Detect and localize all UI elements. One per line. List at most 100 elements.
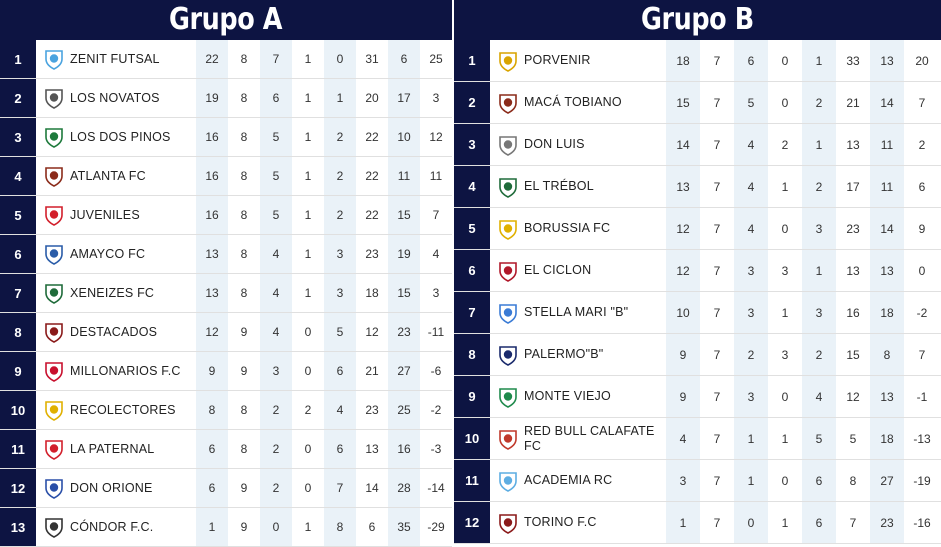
won-cell: 4 — [260, 313, 292, 351]
team-cell: LOS DOS PINOS — [36, 118, 196, 156]
team-name: ACADEMIA RC — [524, 473, 613, 487]
lost-cell: 4 — [324, 391, 356, 429]
table-row[interactable]: 4 EL TRÉBOL 13 7 4 1 2 17 11 6 — [454, 166, 941, 208]
team-cell: MONTE VIEJO — [490, 376, 666, 417]
played-cell: 7 — [713, 221, 721, 236]
points-cell: 10 — [666, 292, 700, 333]
team-logo-icon — [496, 343, 520, 367]
table-row[interactable]: 12 DON ORIONE 6 9 2 0 7 14 28 -14 — [0, 469, 452, 508]
points-cell: 4 — [666, 418, 700, 459]
won-cell: 3 — [734, 250, 768, 291]
table-row[interactable]: 7 XENEIZES FC 13 8 4 1 3 18 15 3 — [0, 274, 452, 313]
table-row[interactable]: 10 RED BULL CALAFATE FC 4 7 1 1 5 5 18 -13 — [454, 418, 941, 460]
goals-against-cell: 11 — [870, 124, 904, 165]
goals-for-cell: 14 — [365, 481, 379, 495]
lost-cell: 3 — [324, 235, 356, 273]
drawn-cell: 2 — [781, 137, 789, 152]
team-name: DON ORIONE — [70, 480, 153, 495]
table-row[interactable]: 7 STELLA MARI "B" 10 7 3 1 3 16 18 -2 — [454, 292, 941, 334]
played-cell: 7 — [713, 95, 721, 110]
table-row[interactable]: 8 DESTACADOS 12 9 4 0 5 12 23 -11 — [0, 313, 452, 352]
goal-difference-cell: 3 — [432, 91, 440, 105]
points-cell: 12 — [666, 208, 700, 249]
table-row[interactable]: 6 AMAYCO FC 13 8 4 1 3 23 19 4 — [0, 235, 452, 274]
team-logo-icon — [496, 469, 520, 493]
team-cell: CÓNDOR F.C. — [36, 508, 196, 546]
lost-cell: 2 — [324, 157, 356, 195]
goals-against-cell: 13 — [870, 40, 904, 81]
table-row[interactable]: 9 MONTE VIEJO 9 7 3 0 4 12 13 -1 — [454, 376, 941, 418]
table-row[interactable]: 13 CÓNDOR F.C. 1 9 0 1 8 6 35 -29 — [0, 508, 452, 547]
table-row[interactable]: 5 JUVENILES 16 8 5 1 2 22 15 7 — [0, 196, 452, 235]
table-row[interactable]: 2 MACÁ TOBIANO 15 7 5 0 2 21 14 7 — [454, 82, 941, 124]
goals-against-cell: 27 — [388, 352, 420, 390]
points-cell: 15 — [666, 82, 700, 123]
team-cell: PALERMO"B" — [490, 334, 666, 375]
table-row[interactable]: 1 ZENIT FUTSAL 22 8 7 1 0 31 6 25 — [0, 40, 452, 79]
goal-difference-cell: 9 — [918, 221, 926, 236]
team-logo-icon — [496, 385, 520, 409]
team-logo-icon — [42, 125, 66, 149]
won-cell: 4 — [734, 166, 768, 207]
lost-cell: 5 — [324, 313, 356, 351]
position-cell: 9 — [454, 376, 490, 417]
table-row[interactable]: 3 LOS DOS PINOS 16 8 5 1 2 22 10 12 — [0, 118, 452, 157]
played-cell: 8 — [240, 442, 248, 456]
drawn-cell: 0 — [304, 442, 312, 456]
played-cell: 7 — [713, 263, 721, 278]
won-cell: 5 — [260, 196, 292, 234]
played-cell: 8 — [240, 286, 248, 300]
table-row[interactable]: 4 ATLANTA FC 16 8 5 1 2 22 11 11 — [0, 157, 452, 196]
position-cell: 5 — [454, 208, 490, 249]
table-row[interactable]: 8 PALERMO"B" 9 7 2 3 2 15 8 7 — [454, 334, 941, 376]
drawn-cell: 0 — [781, 473, 789, 488]
group-b-table: Grupo B 1 PORVENIR 18 7 6 0 1 33 13 20 2 MACÁ TOBIA… — [454, 0, 941, 544]
goals-for-cell: 7 — [849, 515, 857, 530]
drawn-cell: 2 — [304, 403, 312, 417]
points-cell: 18 — [666, 40, 700, 81]
table-row[interactable]: 11 ACADEMIA RC 3 7 1 0 6 8 27 -19 — [454, 460, 941, 502]
goals-against-cell: 35 — [388, 508, 420, 546]
position-cell: 10 — [454, 418, 490, 459]
goal-difference-cell: -13 — [913, 431, 931, 446]
played-cell: 9 — [240, 520, 248, 534]
goal-difference-cell: 4 — [432, 247, 440, 261]
team-cell: PORVENIR — [490, 40, 666, 81]
table-row[interactable]: 10 RECOLECTORES 8 8 2 2 4 23 25 -2 — [0, 391, 452, 430]
won-cell: 2 — [260, 391, 292, 429]
points-cell: 3 — [666, 460, 700, 501]
table-row[interactable]: 6 EL CICLON 12 7 3 3 1 13 13 0 — [454, 250, 941, 292]
position-cell: 4 — [0, 157, 36, 195]
points-cell: 1 — [196, 508, 228, 546]
team-cell: TORINO F.C — [490, 502, 666, 543]
table-row[interactable]: 2 LOS NOVATOS 19 8 6 1 1 20 17 3 — [0, 79, 452, 118]
team-logo-icon — [496, 427, 520, 451]
group-b-rows: 1 PORVENIR 18 7 6 0 1 33 13 20 2 MACÁ TOBIANO 15 7 5 0 2… — [454, 40, 941, 544]
points-cell: 19 — [196, 79, 228, 117]
goals-for-cell: 33 — [846, 53, 860, 68]
goal-difference-cell: 3 — [432, 286, 440, 300]
drawn-cell: 0 — [781, 53, 789, 68]
team-logo-icon — [496, 175, 520, 199]
table-row[interactable]: 11 LA PATERNAL 6 8 2 0 6 13 16 -3 — [0, 430, 452, 469]
goals-for-cell: 16 — [846, 305, 860, 320]
table-row[interactable]: 12 TORINO F.C 1 7 0 1 6 7 23 -16 — [454, 502, 941, 544]
goals-for-cell: 20 — [365, 91, 379, 105]
drawn-cell: 1 — [304, 208, 312, 222]
goals-for-cell: 22 — [365, 130, 379, 144]
team-name: MILLONARIOS F.C — [70, 363, 181, 378]
goals-against-cell: 23 — [388, 313, 420, 351]
team-logo-icon — [42, 203, 66, 227]
team-cell: MILLONARIOS F.C — [36, 352, 196, 390]
team-name: MONTE VIEJO — [524, 389, 611, 403]
table-row[interactable]: 3 DON LUIS 14 7 4 2 1 13 11 2 — [454, 124, 941, 166]
goals-for-cell: 12 — [365, 325, 379, 339]
table-row[interactable]: 5 BORUSSIA FC 12 7 4 0 3 23 14 9 — [454, 208, 941, 250]
points-cell: 8 — [196, 391, 228, 429]
won-cell: 4 — [734, 124, 768, 165]
table-row[interactable]: 1 PORVENIR 18 7 6 0 1 33 13 20 — [454, 40, 941, 82]
table-row[interactable]: 9 MILLONARIOS F.C 9 9 3 0 6 21 27 -6 — [0, 352, 452, 391]
goals-for-cell: 6 — [368, 520, 376, 534]
position-cell: 2 — [0, 79, 36, 117]
won-cell: 5 — [734, 82, 768, 123]
